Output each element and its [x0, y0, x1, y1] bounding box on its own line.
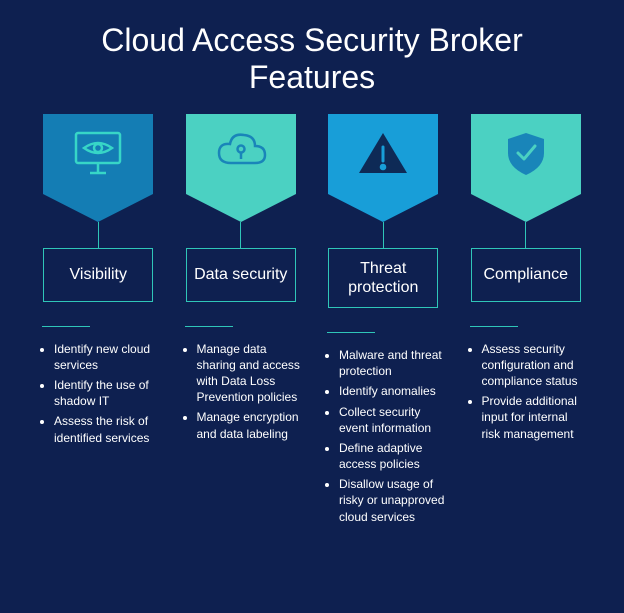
bullets-data-security: Manage data sharing and access with Data…	[179, 341, 304, 446]
bullets-compliance: Assess security configuration and compli…	[464, 341, 589, 446]
badge-compliance	[471, 114, 581, 194]
connector	[98, 222, 99, 248]
connector	[383, 222, 384, 248]
monitor-eye-icon	[68, 127, 128, 181]
bullet: Disallow usage of risky or unapproved cl…	[339, 476, 446, 525]
bullet: Manage encryption and data labeling	[197, 409, 304, 441]
connector	[525, 222, 526, 248]
label-compliance: Compliance	[471, 248, 581, 302]
divider	[327, 332, 375, 333]
connector	[240, 222, 241, 248]
badge-point	[43, 194, 153, 222]
bullet: Manage data sharing and access with Data…	[197, 341, 304, 406]
feature-col-threat-protection: Threat protection Malware and threat pro…	[321, 114, 446, 529]
badge-visibility	[43, 114, 153, 194]
badge-point	[471, 194, 581, 222]
badge-data-security	[186, 114, 296, 194]
cloud-lock-icon	[211, 127, 271, 181]
divider	[42, 326, 90, 327]
divider	[470, 326, 518, 327]
bullet: Collect security event information	[339, 404, 446, 436]
bullets-threat-protection: Malware and threat protection Identify a…	[321, 347, 446, 529]
label-visibility: Visibility	[43, 248, 153, 302]
feature-col-visibility: Visibility Identify new cloud services I…	[36, 114, 161, 529]
warning-triangle-icon	[353, 127, 413, 181]
label-threat-protection: Threat protection	[328, 248, 438, 308]
bullet: Identify anomalies	[339, 383, 446, 399]
feature-col-data-security: Data security Manage data sharing and ac…	[179, 114, 304, 529]
badge-point	[186, 194, 296, 222]
divider	[185, 326, 233, 327]
bullet: Malware and threat protection	[339, 347, 446, 379]
bullet: Identify the use of shadow IT	[54, 377, 161, 409]
bullet: Define adaptive access policies	[339, 440, 446, 472]
shield-check-icon	[496, 127, 556, 181]
badge-threat-protection	[328, 114, 438, 194]
label-data-security: Data security	[186, 248, 296, 302]
page-title: Cloud Access Security Broker Features	[0, 0, 624, 114]
bullet: Provide additional input for internal ri…	[482, 393, 589, 442]
badge-point	[328, 194, 438, 222]
bullet: Assess the risk of identified services	[54, 413, 161, 445]
feature-col-compliance: Compliance Assess security configuration…	[464, 114, 589, 529]
bullet: Identify new cloud services	[54, 341, 161, 373]
bullets-visibility: Identify new cloud services Identify the…	[36, 341, 161, 450]
feature-columns: Visibility Identify new cloud services I…	[0, 114, 624, 529]
bullet: Assess security configuration and compli…	[482, 341, 589, 390]
